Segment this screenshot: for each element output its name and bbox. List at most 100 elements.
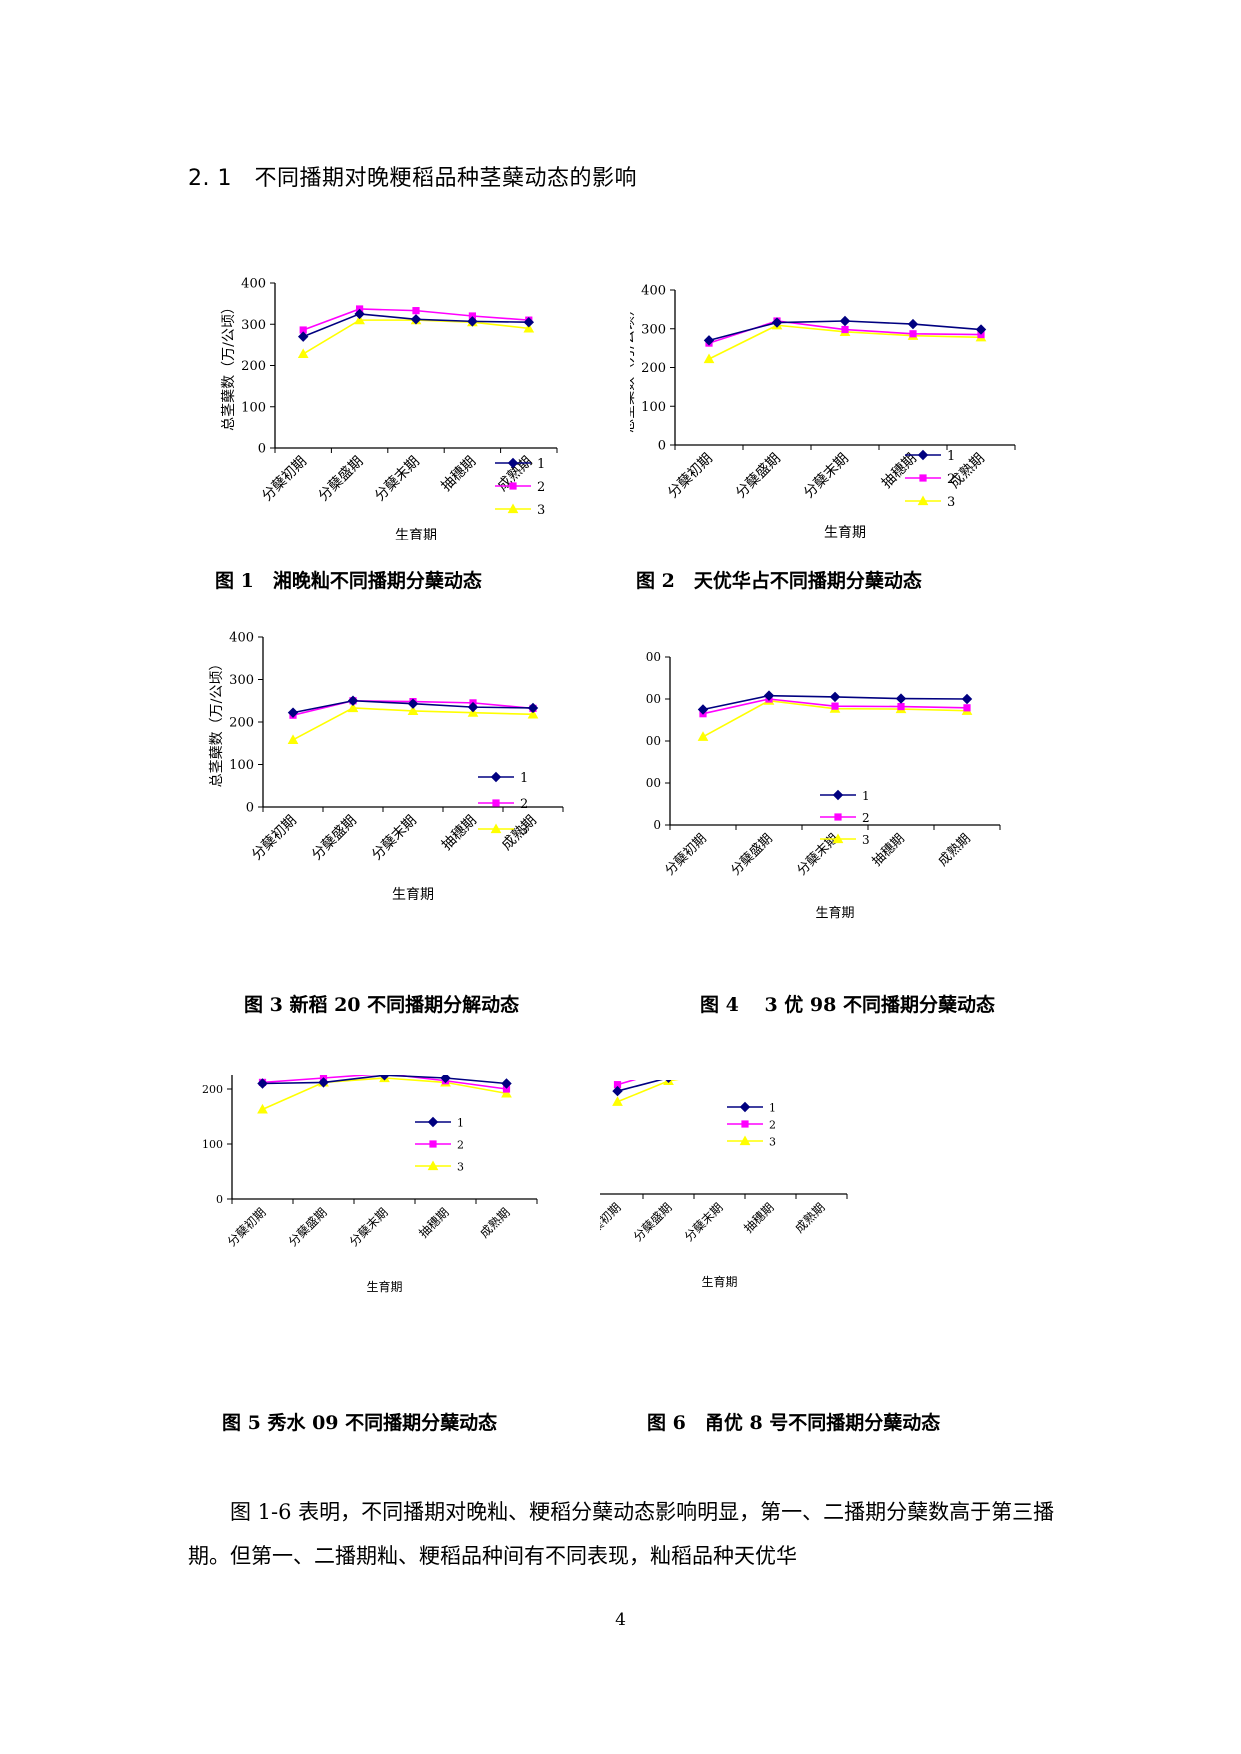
tiller-chart-2: 0100200300400分蘖初期 分蘖盛期 分蘖末期 抽穗期 成熟期生育期总茎蘖数（万… — [630, 250, 1050, 550]
y-tick-label: 100 — [645, 776, 661, 790]
x-tick-label: 分蘖盛期 — [630, 1200, 675, 1245]
legend-label-1: 1 — [457, 1116, 464, 1129]
plot-area: 0100200300分蘖初期分蘖盛期分蘖末期抽穗期成熟期生育期总茎蘖数（万/公顷… — [600, 1080, 847, 1289]
y-axis-label: 总茎蘖数（万/公顷） — [209, 657, 225, 788]
x-tick-label: 分蘖末期 — [372, 454, 423, 505]
tiller-chart-6: 0100200300分蘖初期分蘖盛期分蘖末期抽穗期成熟期生育期总茎蘖数（万/公顷… — [600, 1080, 1000, 1380]
x-axis-label: 生育期 — [392, 887, 434, 903]
plot-area: 0100200300400分蘖初期分蘖盛期分蘖末期抽穗期成熟期生育期总茎蘖数（万… — [645, 650, 1000, 921]
legend-label-2: 2 — [537, 480, 545, 495]
x-axis-label: 生育期 — [701, 1274, 737, 1289]
legend-label-1: 1 — [769, 1101, 776, 1114]
x-tick-label: 分蘖初期 — [258, 453, 310, 505]
y-tick-label: 300 — [241, 318, 266, 333]
series-1-point — [909, 320, 918, 329]
y-tick-label: 100 — [202, 1138, 223, 1151]
series-2-point — [831, 703, 838, 710]
x-tick-label: 分蘖盛期 — [728, 831, 775, 878]
x-tick-label: 分蘖初期 — [248, 812, 300, 864]
y-tick-label: 0 — [653, 818, 661, 832]
y-tick-label: 100 — [229, 758, 254, 773]
series-3-point — [699, 732, 708, 740]
x-tick-label: 抽穗期 — [741, 1200, 776, 1235]
y-tick-label: 200 — [241, 359, 266, 374]
x-tick-label: 抽穗期 — [438, 454, 479, 495]
tiller-chart-4: 0100200300400分蘖初期分蘖盛期分蘖末期抽穗期成熟期生育期总茎蘖数（万… — [645, 645, 1035, 955]
paragraph: 图 1-6 表明，不同播期对晚籼、粳稻分蘖动态影响明显，第一、二播期分蘖数高于第… — [188, 1490, 1058, 1578]
legend-label-3: 3 — [537, 503, 545, 518]
legend-marker-2 — [919, 474, 926, 481]
tiller-chart-3: 0100200300400分蘖初期 分蘖盛期 分蘖末期 抽穗期 成熟期生育期总茎蘖数（万… — [205, 620, 585, 945]
section-heading: 2. 1 不同播期对晚粳稻品种茎蘖动态的影响 — [188, 160, 637, 192]
x-tick-label: 分蘖末期 — [346, 1205, 391, 1250]
y-tick-label: 0 — [246, 801, 254, 816]
y-tick-label: 200 — [229, 716, 254, 731]
x-tick-label: 抽穗期 — [879, 451, 920, 492]
x-tick-label: 分蘖盛期 — [316, 454, 367, 505]
series-2-point — [909, 330, 916, 337]
series-3-point — [289, 735, 298, 743]
x-tick-label: 分蘖盛期 — [733, 451, 784, 502]
x-axis-label: 生育期 — [395, 528, 437, 540]
y-tick-label: 200 — [641, 361, 666, 376]
x-tick-label: 成熟期 — [792, 1200, 828, 1236]
y-tick-label: 100 — [641, 400, 666, 415]
figure-2-caption: 图 2 天优华占不同播期分蘖动态 — [636, 566, 922, 593]
legend-label-3: 3 — [862, 833, 870, 847]
figure-4-caption: 图 4 3 优 98 不同播期分蘖动态 — [700, 990, 995, 1017]
y-tick-label: 400 — [229, 631, 254, 646]
legend-label-2: 2 — [457, 1138, 464, 1151]
y-tick-label: 200 — [645, 734, 661, 748]
figure-3-caption: 图 3 新稻 20 不同播期分解动态 — [244, 990, 519, 1017]
y-tick-label: 400 — [641, 284, 666, 299]
series-3-point — [258, 1105, 267, 1113]
legend-label-1: 1 — [537, 457, 545, 472]
y-tick-label: 0 — [258, 442, 266, 457]
body-text: 图 1-6 表明，不同播期对晚籼、粳稻分蘖动态影响明显，第一、二播期分蘖数高于第… — [188, 1490, 1058, 1578]
series-1-point — [831, 692, 840, 701]
x-tick-label: 抽穗期 — [439, 813, 480, 854]
plot-area: 0100200300400分蘖初期分蘖盛期分蘖末期抽穗期成熟期生育期总茎蘖数（万… — [221, 277, 557, 540]
legend-marker-2 — [492, 799, 499, 806]
legend-label-2: 2 — [769, 1118, 776, 1131]
legend-label-3: 3 — [520, 823, 528, 838]
legend-label-2: 2 — [862, 811, 870, 825]
legend-marker-2 — [509, 482, 516, 489]
series-2-point — [412, 307, 419, 314]
figure-6-caption: 图 6 甬优 8 号不同播期分蘖动态 — [647, 1408, 940, 1435]
plot-area: 0100200300400分蘖初期分蘖盛期分蘖末期抽穗期成熟期生育期总茎蘖数（万… — [209, 631, 563, 903]
x-tick-label: 分蘖初期 — [224, 1205, 269, 1250]
series-1-point — [963, 695, 972, 704]
x-tick-label: 抽穗期 — [416, 1205, 451, 1240]
legend-label-2: 2 — [520, 797, 528, 812]
legend-marker-1 — [492, 773, 501, 782]
y-tick-label: 400 — [645, 650, 661, 664]
legend-label-1: 1 — [520, 771, 528, 786]
series-3-point — [705, 354, 714, 362]
legend-marker-1 — [834, 791, 843, 800]
series-2-point — [897, 703, 904, 710]
series-2-point — [963, 704, 970, 711]
series-2-point — [841, 326, 848, 333]
y-axis-label: 总茎蘖数（万/公顷） — [221, 300, 237, 431]
page-number: 4 — [0, 1610, 1241, 1630]
plot-area: 0100200300分蘖初期分蘖盛期分蘖末期抽穗期成熟期生育期总茎蘖数（万/公顷… — [200, 1075, 537, 1294]
legend-marker-1 — [429, 1118, 438, 1127]
series-1-point — [841, 317, 850, 326]
plot-area: 0100200300400分蘖初期分蘖盛期分蘖末期抽穗期成熟期生育期总茎蘖数（万… — [630, 284, 1015, 541]
y-tick-label: 200 — [202, 1083, 223, 1096]
y-tick-label: 300 — [645, 692, 661, 706]
x-tick-label: 分蘖末期 — [369, 813, 420, 864]
figure-5-caption: 图 5 秀水 09 不同播期分蘖动态 — [222, 1408, 497, 1435]
x-tick-label: 分蘖初期 — [664, 450, 716, 502]
legend-label-3: 3 — [769, 1135, 776, 1148]
legend-marker-1 — [919, 451, 928, 460]
y-tick-label: 100 — [241, 400, 266, 415]
legend-marker-2 — [429, 1140, 436, 1147]
series-3-point — [299, 349, 308, 357]
y-tick-label: 0 — [658, 439, 666, 454]
legend-label-2: 2 — [947, 472, 955, 487]
legend-label-1: 1 — [947, 449, 955, 464]
x-tick-label: 抽穗期 — [870, 831, 908, 869]
legend-marker-2 — [741, 1120, 748, 1127]
